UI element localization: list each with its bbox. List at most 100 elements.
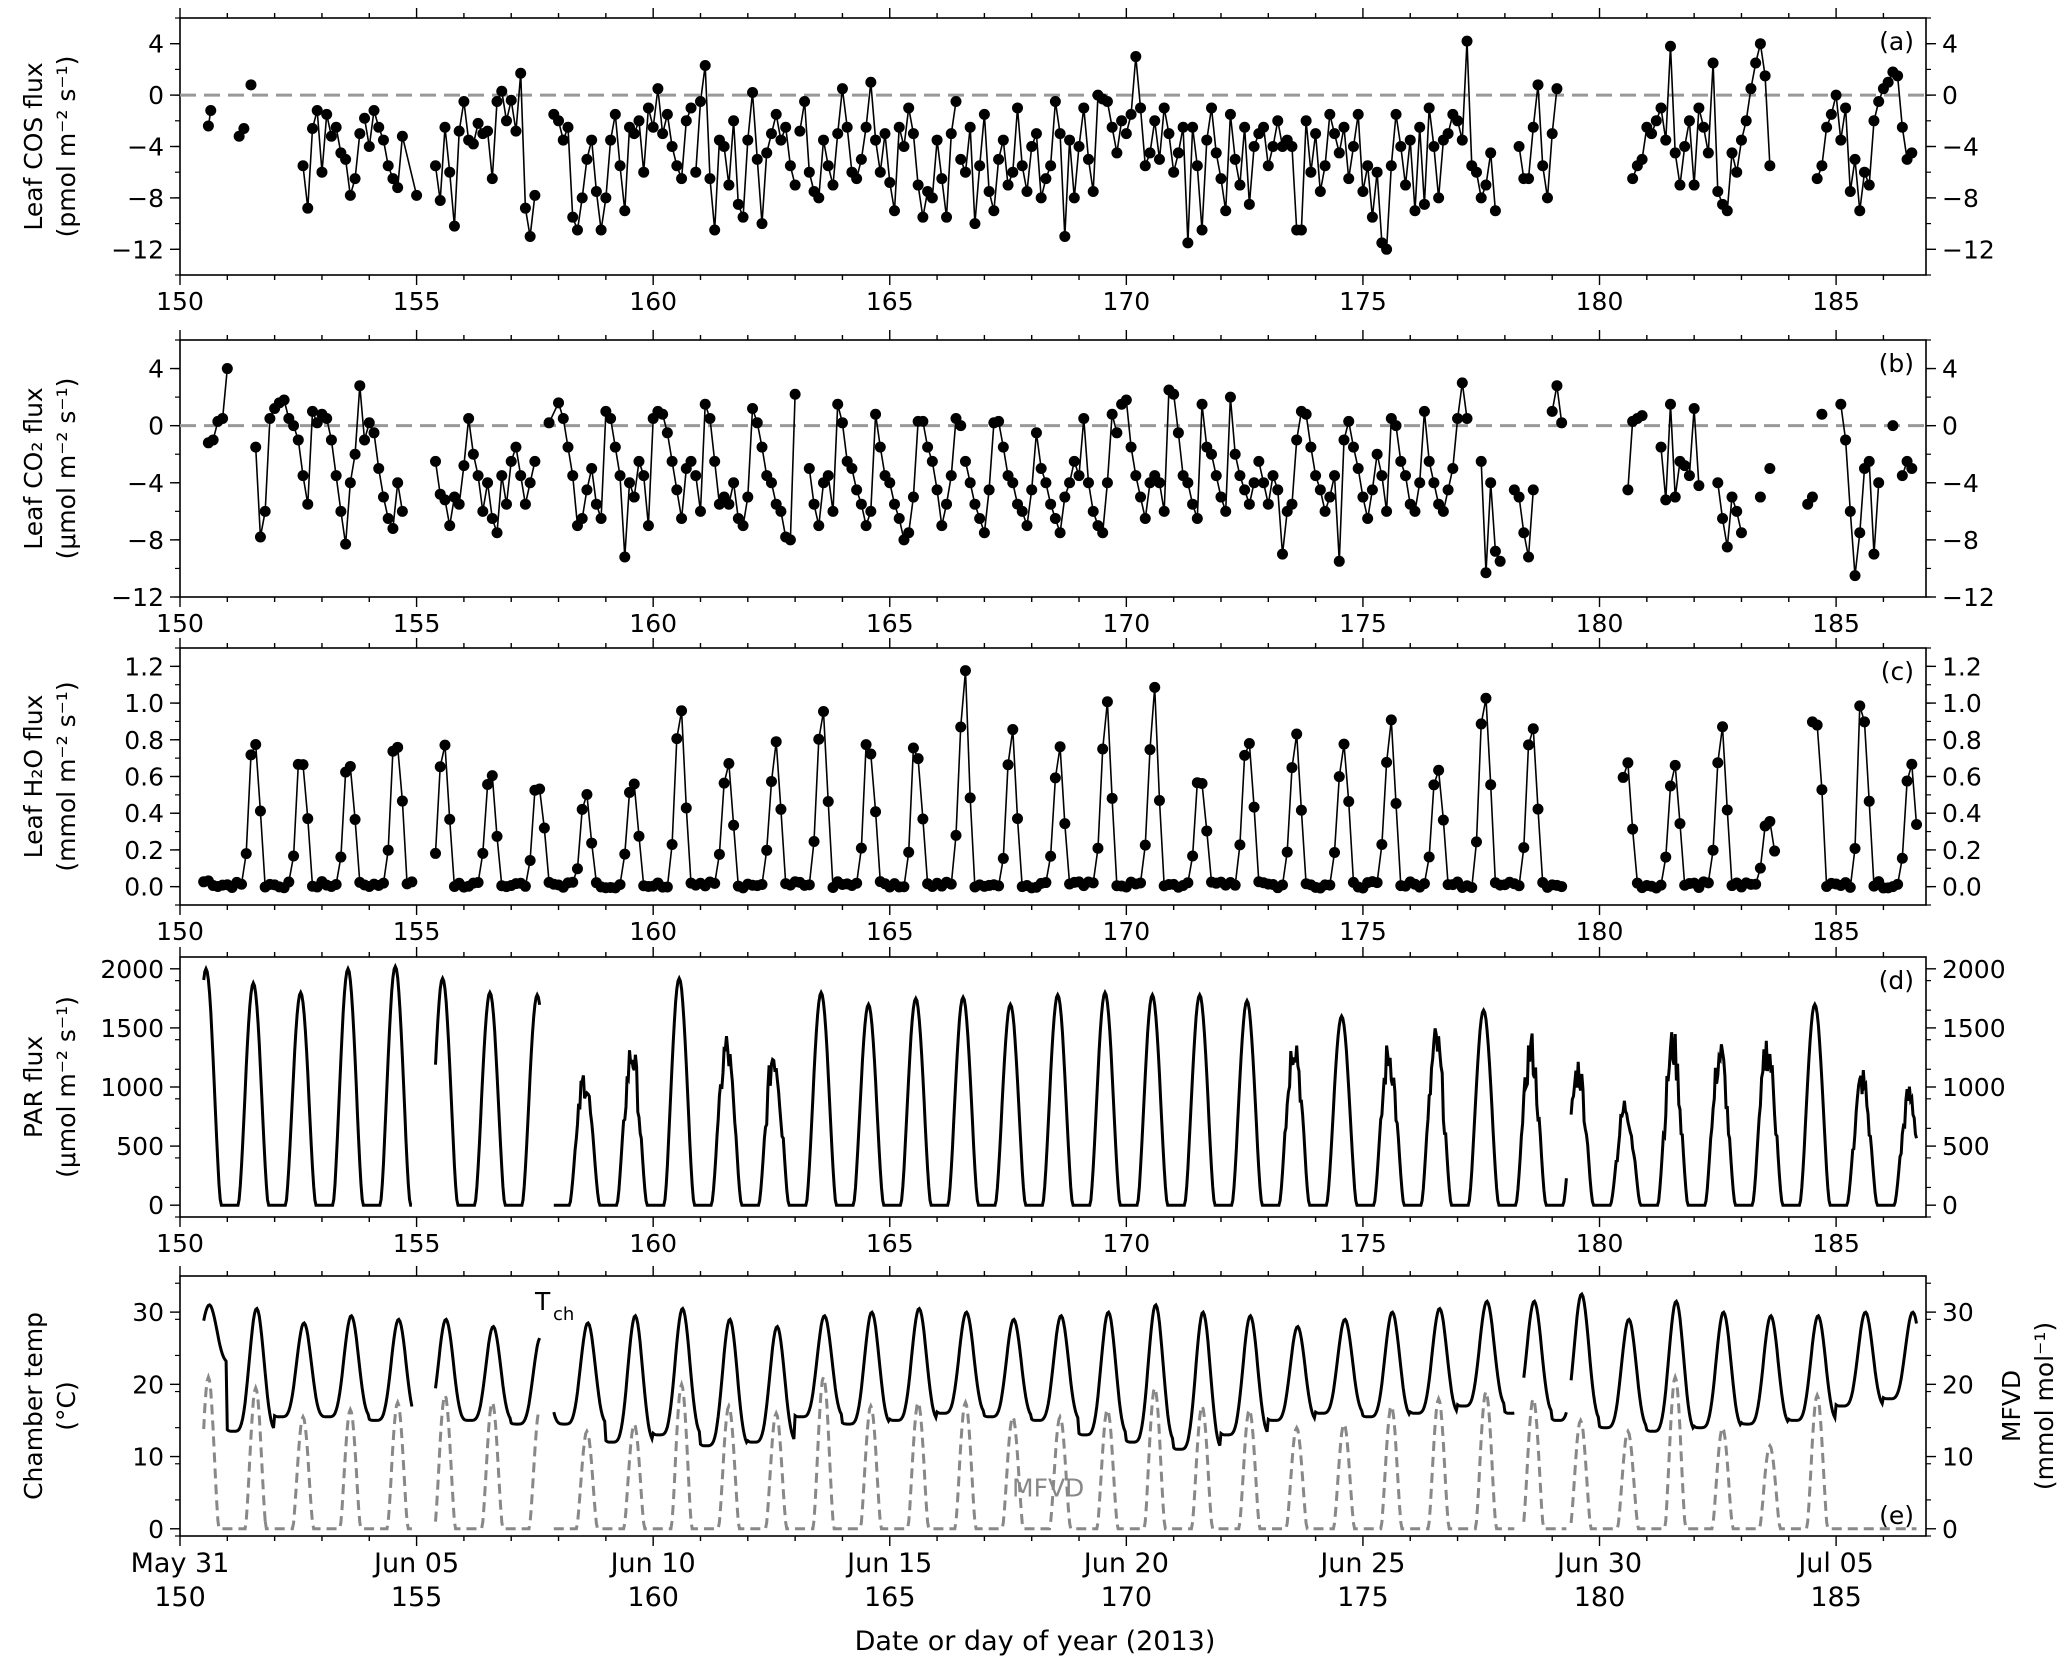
x-date-label: Jun 05 [372,1548,459,1579]
data-point [306,123,318,135]
data-point [1073,141,1085,152]
data-point [240,848,252,860]
data-point [803,166,815,178]
data-point [870,134,882,146]
data-point [595,512,607,524]
x-doy-label: 155 [391,1582,443,1613]
data-point [349,448,361,460]
data-point [1187,498,1199,510]
data-point [444,520,456,532]
data-point [1092,842,1104,854]
data-point [1854,700,1866,712]
x-tick-label: 180 [1576,1229,1624,1258]
data-point [855,498,867,510]
data-point [926,192,938,204]
y-tick-label: 0.2 [124,836,164,865]
y-tick-label-right: −4 [1942,133,1979,162]
data-point [524,855,536,867]
data-point [515,470,527,482]
data-point [1234,179,1246,191]
data-point [813,733,825,745]
series-line [1125,56,1284,243]
y-tick-label: 0.8 [124,726,164,755]
data-point [562,441,574,453]
data-point [803,879,815,891]
data-point [1830,89,1842,101]
data-point [1248,801,1260,813]
data-point [359,434,371,446]
data-point [917,211,929,223]
y-tick-label: 0 [148,1515,164,1544]
data-point [1418,405,1430,417]
y-tick-label: 1.0 [124,689,164,718]
x-doy-label: 160 [627,1582,679,1613]
data-point [1669,147,1681,159]
data-point [1267,141,1279,152]
data-point [1456,134,1468,146]
data-point [624,786,636,798]
data-point [1314,185,1326,197]
data-point [851,173,863,185]
data-point [993,415,1005,427]
data-point [1849,153,1861,165]
x-doy-label: 180 [1574,1582,1626,1613]
data-point [1754,491,1766,503]
data-point [694,96,706,108]
data-point [1229,153,1241,165]
data-point [1385,160,1397,172]
x-tick-label: 150 [156,1229,204,1258]
data-point [1489,205,1501,217]
data-point [993,880,1005,892]
data-point [1717,512,1729,524]
data-point [704,173,716,185]
data-point [1049,96,1061,108]
data-point [841,121,853,133]
data-point [685,455,697,467]
data-point [1168,388,1180,400]
data-point [1447,463,1459,474]
data-point [1527,121,1539,133]
data-point [396,505,408,517]
data-point [1858,166,1870,178]
data-point [330,879,342,891]
data-point [870,408,882,420]
tch-annotation: T [534,1287,551,1316]
data-point [1295,224,1307,236]
data-point [605,413,617,425]
data-point [1343,796,1355,808]
y-tick-label: −4 [127,133,164,162]
data-point [1172,147,1184,159]
data-point [1139,512,1151,524]
y-tick-label: 2000 [100,955,164,984]
data-point [1163,128,1175,140]
data-point [851,877,863,889]
data-point [1196,398,1208,410]
data-point [250,738,262,750]
data-point [818,705,830,717]
x-tick-label: 180 [1576,917,1624,946]
data-point [633,115,645,127]
data-point [1243,198,1255,210]
data-point [250,441,262,453]
data-point [959,665,971,677]
x-tick-label: 175 [1339,917,1387,946]
data-point [254,805,266,817]
data-point [1168,166,1180,178]
y-tick-label-right: −12 [1942,583,1995,612]
data-point [818,134,830,146]
data-point [581,788,593,800]
data-point [676,173,688,185]
y-tick-label-right: 0.0 [1942,873,1982,902]
series-line [202,962,413,1207]
data-point [1470,166,1482,178]
data-point [1106,792,1118,804]
data-point [855,842,867,854]
y-axis-label-right-units: (mmol mol⁻¹) [2030,1322,2059,1490]
panel-label: (c) [1881,657,1914,686]
data-point [1324,491,1336,503]
data-point [609,441,621,453]
data-point [1844,881,1856,893]
data-point [590,498,602,510]
data-point [1428,141,1440,152]
